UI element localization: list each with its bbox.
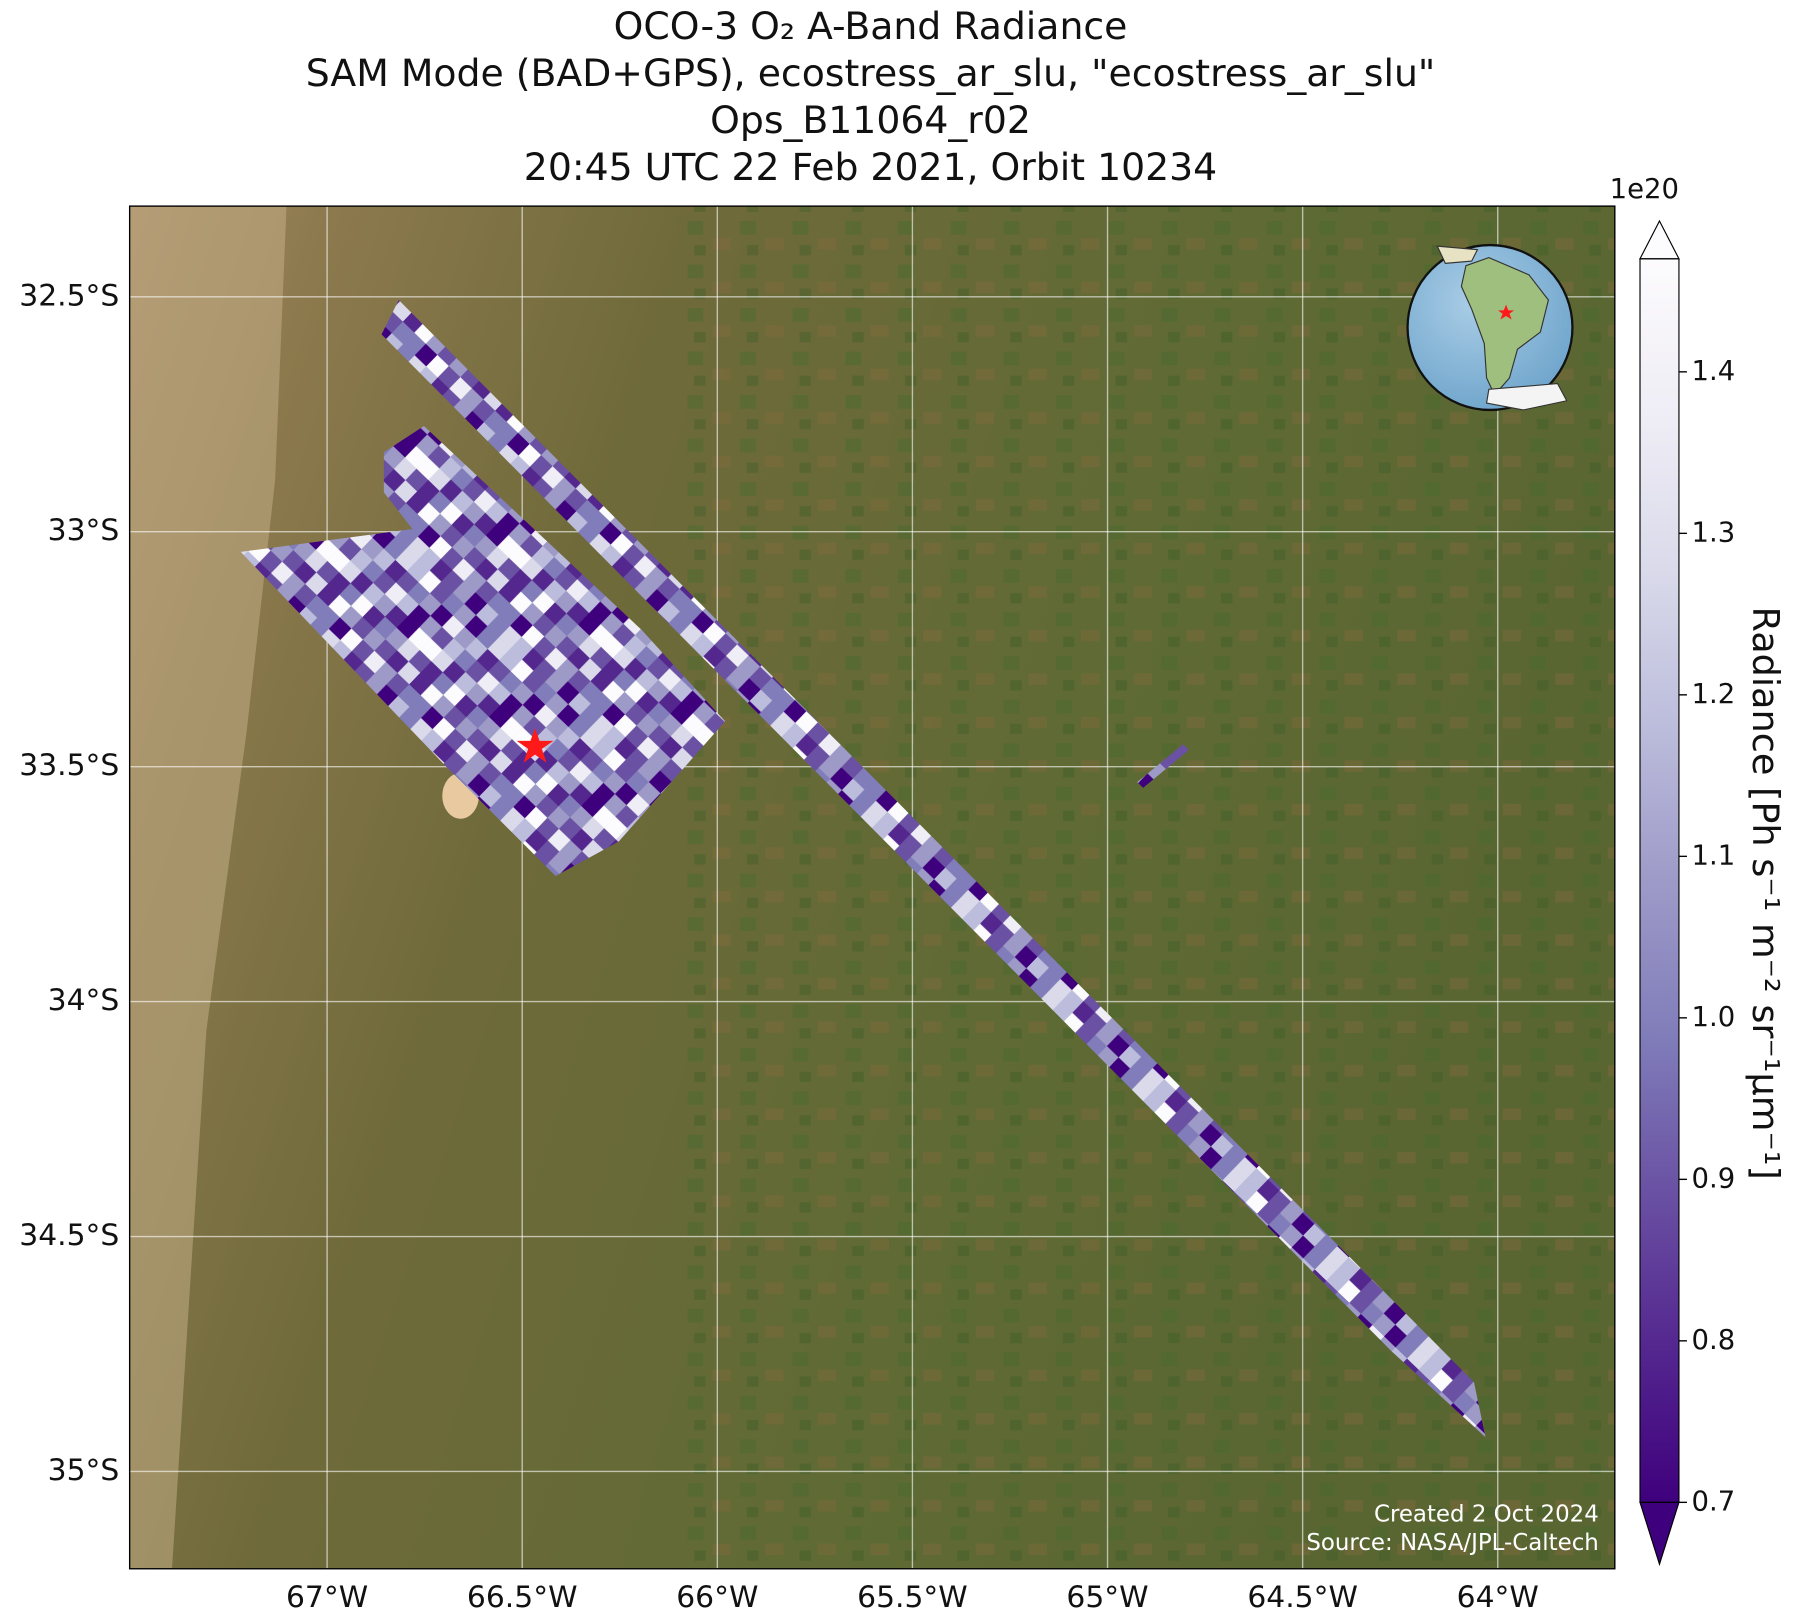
south-america <box>1460 257 1550 397</box>
colorbar: 0.7 0.8 0.9 1.0 1.1 1.2 1.3 1.4 1e20 Radiance [Ph… <box>1610 173 1787 1567</box>
grid <box>129 206 1615 1569</box>
y-tick-label: 32.5°S <box>19 278 119 313</box>
field-texture <box>687 206 1615 1569</box>
colorbar-tick-label: 0.9 <box>1692 1162 1736 1194</box>
credits: Created 2 Oct 2024 Source: NASA/JPL-Calte… <box>1306 1501 1598 1556</box>
antarctica <box>1485 383 1568 411</box>
basemap <box>129 206 1615 1569</box>
colorbar-tick-label: 0.8 <box>1692 1324 1736 1356</box>
x-tick-label: 65.5°W <box>857 1580 968 1615</box>
x-tick-label: 67°W <box>286 1580 368 1615</box>
colorbar-tick-label: 1.3 <box>1692 516 1736 548</box>
y-tick-label: 34.5°S <box>19 1218 119 1253</box>
swath-polygon <box>1137 744 1189 788</box>
title-line: SAM Mode (BAD+GPS), ecostress_ar_slu, "e… <box>306 51 1436 95</box>
credit-line: Created 2 Oct 2024 <box>1374 1501 1599 1527</box>
x-tick-label: 64°W <box>1457 1580 1539 1615</box>
title-line: OCO-3 O₂ A-Band Radiance <box>614 4 1128 48</box>
colorbar-extend-top <box>1639 219 1680 260</box>
title-line: 20:45 UTC 22 Feb 2021, Orbit 10234 <box>524 145 1217 189</box>
x-tick-label: 66°W <box>676 1580 758 1615</box>
y-tick-label: 33.5°S <box>19 748 119 783</box>
colorbar-tick-label: 0.7 <box>1692 1485 1736 1517</box>
x-tick-label: 65°W <box>1066 1580 1148 1615</box>
y-tick-label: 34°S <box>48 983 120 1018</box>
colorbar-tick-label: 1.2 <box>1692 678 1736 710</box>
ticks: 67°W 66.5°W 66°W 65.5°W 65°W 64.5°W 64°W 32.5°S… <box>19 278 1539 1615</box>
colorbar-frame <box>1639 258 1680 1503</box>
swath-polygon <box>381 300 1486 1438</box>
sierra-terrain <box>129 206 287 1569</box>
globe-inset <box>1406 243 1574 412</box>
swath-polygon <box>240 425 726 876</box>
x-tick-label: 66.5°W <box>467 1580 578 1615</box>
colorbar-tick-label: 1.4 <box>1692 355 1736 387</box>
swath <box>240 300 1486 1438</box>
map-frame <box>128 205 1616 1570</box>
x-tick-label: 64.5°W <box>1247 1580 1358 1615</box>
target-star <box>516 728 554 763</box>
colorbar-tick-label: 1.0 <box>1692 1001 1736 1033</box>
globe-star <box>1498 304 1515 320</box>
y-tick-label: 33°S <box>48 513 120 548</box>
title-line: Ops_B11064_r02 <box>710 98 1031 142</box>
central-america <box>1436 245 1479 264</box>
colorbar-label: Radiance [Ph s⁻¹ m⁻² sr⁻¹μm⁻¹] <box>1744 607 1787 1180</box>
colorbar-tick-label: 1.1 <box>1692 839 1736 871</box>
y-tick-label: 35°S <box>48 1453 120 1488</box>
colorbar-offset-label: 1e20 <box>1610 173 1679 205</box>
colorbar-body <box>1640 258 1679 1503</box>
colorbar-extend-bottom <box>1639 1501 1680 1567</box>
credit-line: Source: NASA/JPL-Caltech <box>1306 1530 1598 1556</box>
